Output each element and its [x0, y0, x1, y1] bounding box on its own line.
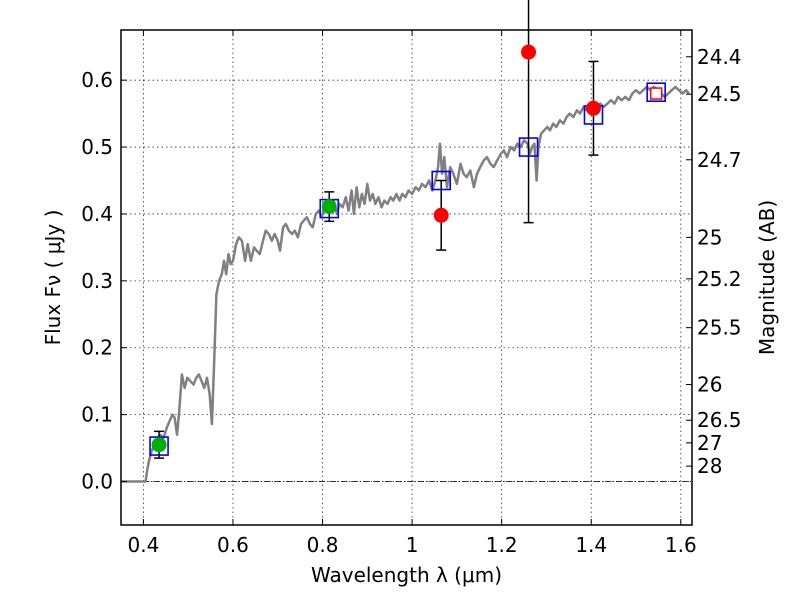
data-markers [149, 44, 666, 456]
right-tick-label: 25.2 [697, 267, 742, 291]
x-tick-label: 1.4 [575, 533, 607, 557]
y-tick-label: 0.6 [81, 68, 113, 92]
x-axis-label: Wavelength λ (μm) [311, 563, 502, 587]
red-data-point [433, 207, 449, 223]
green-data-point [151, 437, 167, 453]
x-tick-label: 0.6 [217, 533, 249, 557]
right-tick-label: 28 [697, 454, 722, 478]
y-tick-label: 0.1 [81, 403, 113, 427]
x-tick-label: 1.6 [665, 533, 697, 557]
right-tick-label: 26.5 [697, 408, 742, 432]
model-band-square [518, 137, 539, 157]
y-tick-label: 0.5 [81, 135, 113, 159]
right-tick-label: 24.4 [697, 45, 742, 69]
x-tick-label: 1 [406, 533, 419, 557]
right-tick-label: 24.5 [697, 82, 742, 106]
y-tick-label: 0.3 [81, 269, 113, 293]
model-spectrum [121, 85, 690, 483]
axis-ticks: 0.4 0.6 0.8 1 1.2 1.4 1.6 0.0 0.1 0.2 0.3 0.4 0.5 0.6… [81, 30, 742, 557]
model-band-square [431, 170, 452, 191]
right-tick-label: 26 [697, 373, 722, 397]
right-tick-label: 25.5 [697, 316, 742, 340]
plot-frame [120, 29, 693, 526]
right-tick-label: 24.7 [697, 148, 742, 172]
right-axis-label: Magnitude (AB) [755, 200, 779, 355]
grid [121, 30, 692, 525]
x-tick-label: 1.2 [486, 533, 518, 557]
model-band-square [149, 436, 169, 456]
error-bars [154, 0, 599, 459]
red-open-square [649, 87, 663, 100]
y-tick-label: 0.4 [81, 202, 113, 226]
x-tick-label: 0.4 [127, 533, 159, 557]
green-data-point [321, 199, 337, 215]
y-tick-label: 0.0 [81, 470, 113, 494]
model-spectrum-line [121, 85, 690, 483]
red-data-point [585, 100, 601, 116]
red-data-point [521, 44, 537, 60]
right-tick-label: 27 [697, 431, 722, 455]
y-axis-label: Flux Fν ( μJy ) [41, 210, 65, 346]
x-tick-label: 0.8 [307, 533, 339, 557]
y-tick-label: 0.2 [81, 336, 113, 360]
model-band-square [646, 82, 666, 103]
right-tick-label: 25 [697, 225, 722, 249]
